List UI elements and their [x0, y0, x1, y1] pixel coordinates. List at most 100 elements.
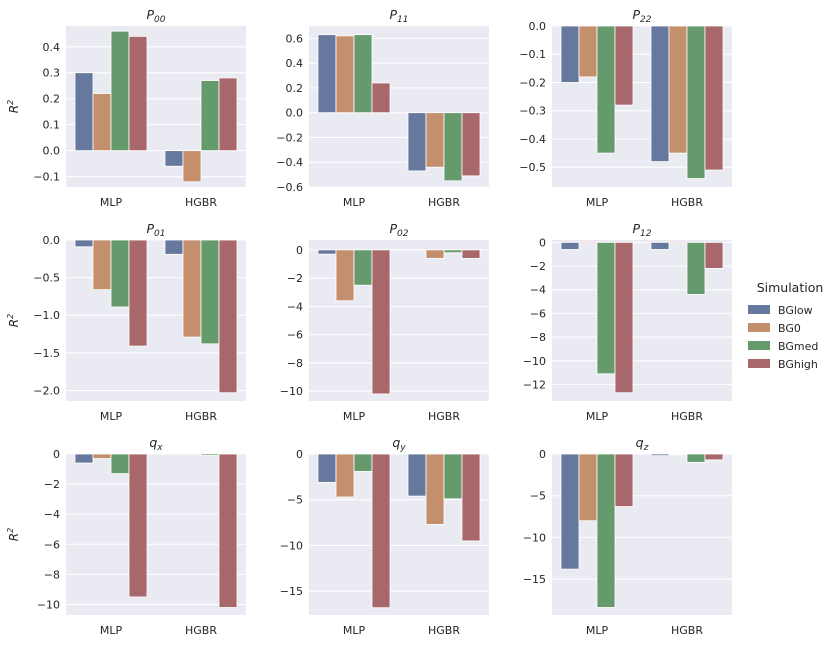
bar-bg0-mlp	[578, 453, 598, 522]
subplot-p01: −2.0 −1.5 −1.0 −0.5 0.0 MLP HGBR P01 R2	[6, 221, 246, 423]
x-tick-label: MLP	[586, 624, 609, 637]
y-tick-label: −6	[44, 538, 60, 551]
y-tick-label: −8	[287, 357, 303, 370]
y-tick-label: −10	[523, 355, 546, 368]
x-tick-label: HGBR	[185, 624, 217, 637]
bar-bghigh-hgbr	[461, 112, 481, 177]
y-tick-label: 0	[53, 448, 60, 461]
bar-bglow-mlp	[317, 34, 337, 114]
x-tick-label: HGBR	[428, 196, 460, 209]
y-tick-label: −15	[280, 585, 303, 598]
y-tick-label: −0.4	[276, 156, 303, 169]
y-axis-label: R2	[6, 314, 21, 327]
y-tick-label: −1.5	[33, 347, 60, 360]
bar-bg0-hgbr	[668, 25, 688, 154]
subplot-title: P12	[633, 221, 652, 239]
bar-bgmed-hgbr	[686, 453, 706, 463]
y-tick-label: −10	[37, 598, 60, 611]
x-tick-label: HGBR	[185, 410, 217, 423]
bar-bg0-mlp	[335, 35, 355, 114]
y-tick-label: −0.5	[519, 161, 546, 174]
y-tick-label: −15	[523, 573, 546, 586]
y-tick-label: −2.0	[33, 384, 60, 397]
legend: Simulation BGlow BG0 BGmed BGhigh	[748, 280, 823, 371]
plot-background	[66, 454, 246, 615]
y-tick-label: 0	[539, 236, 546, 249]
y-tick-label: −0.2	[519, 76, 546, 89]
y-tick-label: −0.3	[519, 105, 546, 118]
bar-bghigh-mlp	[371, 82, 391, 114]
bar-bghigh-mlp	[614, 241, 634, 394]
y-tick-label: 0.1	[43, 119, 61, 132]
y-tick-label: −6	[530, 307, 546, 320]
bar-bghigh-hgbr	[704, 25, 724, 171]
bar-bg0-mlp	[335, 453, 355, 498]
subplot-title: P02	[390, 221, 409, 239]
subplot-p22: −0.5 −0.4 −0.3 −0.2 −0.1 0.0 MLP HGBR P22	[519, 7, 732, 209]
y-tick-label: −8	[44, 568, 60, 581]
bar-bghigh-hgbr	[461, 249, 481, 259]
y-tick-label: 0.2	[43, 93, 61, 106]
bar-bglow-mlp	[317, 453, 337, 483]
bar-bglow-hgbr	[650, 453, 670, 457]
y-tick-label: −5	[287, 494, 303, 507]
bar-bghigh-mlp	[128, 453, 148, 598]
x-tick-label: HGBR	[428, 624, 460, 637]
y-tick-label: 0.2	[286, 82, 304, 95]
y-tick-label: −0.2	[276, 131, 303, 144]
x-tick-label: MLP	[586, 196, 609, 209]
bar-bglow-hgbr	[407, 453, 427, 497]
bar-bgmed-mlp	[353, 453, 373, 472]
bar-bg0-hgbr	[668, 453, 688, 456]
y-tick-label: 0.4	[43, 41, 61, 54]
bar-bg0-mlp	[578, 25, 598, 78]
bar-bglow-mlp	[560, 25, 580, 83]
bar-bglow-mlp	[560, 453, 580, 570]
bar-bgmed-mlp	[353, 34, 373, 114]
x-tick-label: MLP	[586, 410, 609, 423]
y-tick-label: −12	[523, 378, 546, 391]
bar-bg0-hgbr	[425, 249, 445, 259]
legend-title: Simulation	[757, 280, 824, 295]
bar-bghigh-hgbr	[218, 239, 238, 394]
legend-swatch-bglow	[748, 305, 770, 314]
bar-bgmed-hgbr	[200, 239, 220, 345]
bar-bglow-hgbr	[164, 150, 184, 167]
x-tick-label: HGBR	[671, 410, 703, 423]
legend-label-bgmed: BGmed	[778, 340, 818, 353]
bar-bgmed-mlp	[596, 241, 616, 375]
x-tick-label: HGBR	[428, 410, 460, 423]
legend-swatch-bghigh	[748, 359, 770, 368]
subplot-title: P00	[147, 7, 166, 25]
y-tick-label: −8	[530, 331, 546, 344]
y-tick-label: 0.0	[43, 145, 61, 158]
y-tick-label: −4	[44, 508, 60, 521]
y-tick-label: 0.0	[286, 107, 304, 120]
subplot-title: P22	[633, 7, 652, 25]
y-tick-label: 0.4	[286, 57, 304, 70]
subplot-qz: −15 −10 −5 0 MLP HGBR qz	[523, 435, 732, 637]
bar-bg0-hgbr	[425, 112, 445, 168]
y-axis-label: R2	[6, 528, 21, 541]
bar-bgmed-mlp	[353, 249, 373, 286]
bar-bglow-hgbr	[650, 241, 670, 250]
y-tick-label: −10	[280, 385, 303, 398]
legend-label-bghigh: BGhigh	[778, 358, 818, 371]
subplot-p12: −12 −10 −8 −6 −4 −2 0 MLP HGBR P12	[523, 221, 732, 423]
y-tick-label: 0	[296, 448, 303, 461]
y-tick-label: −2	[287, 272, 303, 285]
y-tick-label: −4	[530, 284, 546, 297]
bar-bgmed-mlp	[110, 30, 130, 152]
bar-bgmed-mlp	[110, 453, 130, 474]
bar-bghigh-mlp	[614, 25, 634, 106]
bar-bglow-mlp	[560, 241, 580, 250]
y-tick-label: 0.0	[529, 20, 547, 33]
y-tick-label: −4	[287, 300, 303, 313]
bar-bghigh-hgbr	[461, 453, 481, 542]
bar-bg0-mlp	[92, 239, 112, 291]
y-tick-label: −0.5	[33, 272, 60, 285]
subplot-title: qz	[636, 435, 649, 453]
bar-bgmed-hgbr	[443, 249, 463, 254]
bar-bglow-mlp	[74, 72, 94, 152]
bar-bgmed-hgbr	[200, 453, 220, 456]
